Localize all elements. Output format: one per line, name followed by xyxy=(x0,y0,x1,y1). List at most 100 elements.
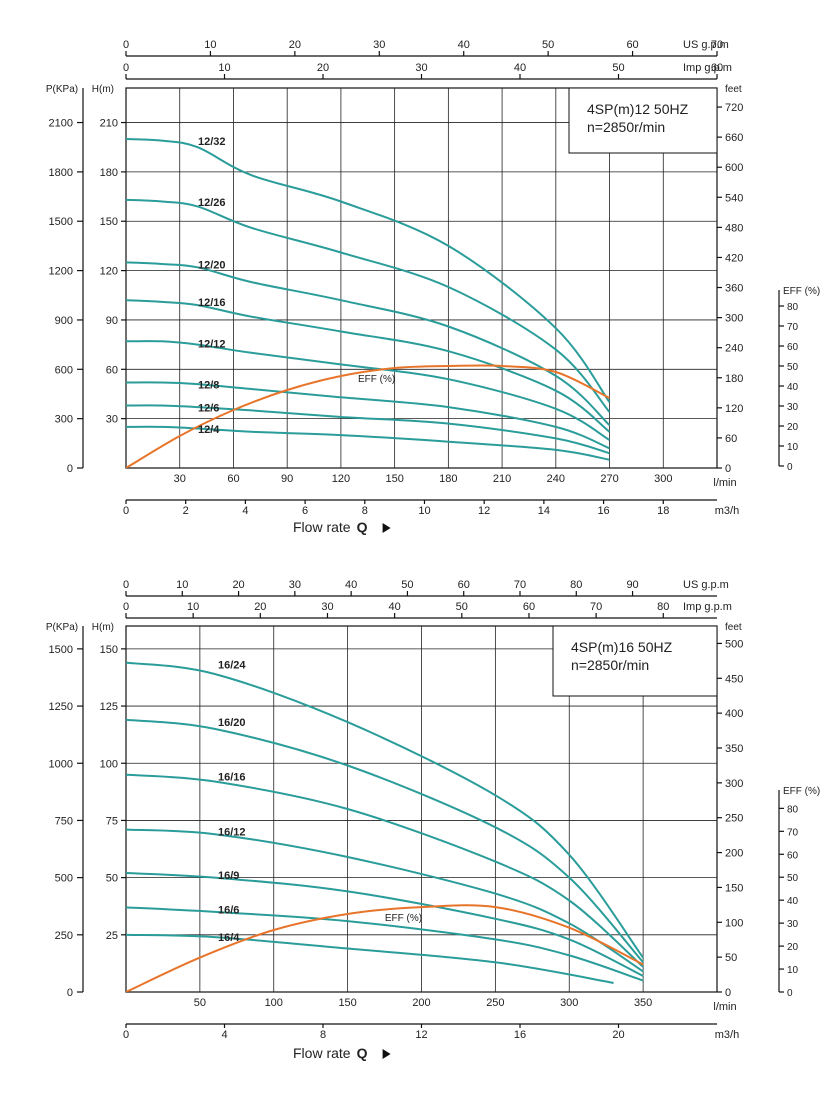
curve-label: 16/16 xyxy=(218,772,246,784)
top-tick-label: 70 xyxy=(514,579,526,591)
lmin-tick-label: 180 xyxy=(439,473,457,485)
efficiency-curve-label: EFF (%) xyxy=(358,374,395,385)
lmin-tick-label: 270 xyxy=(600,473,618,485)
pressure-tick-label: 1800 xyxy=(49,167,73,179)
head-tick-label: 150 xyxy=(100,644,118,656)
eff-tick-label: 60 xyxy=(787,342,799,353)
head-axis-label: H(m) xyxy=(92,622,114,633)
m3h-tick-label: 4 xyxy=(242,505,248,517)
top-tick-label: 0 xyxy=(123,579,129,591)
top-tick-label: 50 xyxy=(456,601,468,613)
lmin-tick-label: 100 xyxy=(265,997,283,1009)
head-curve-12/4 xyxy=(126,425,610,461)
head-curve-12/8 xyxy=(126,381,610,450)
pressure-tick-label: 1200 xyxy=(49,266,73,278)
top-tick-label: 50 xyxy=(542,39,554,51)
feet-axis-label: feet xyxy=(725,84,742,95)
m3h-tick-label: 0 xyxy=(123,1029,129,1041)
eff-tick-label: 60 xyxy=(787,850,799,861)
feet-tick-label: 400 xyxy=(725,708,743,720)
top-tick-label: 60 xyxy=(458,579,470,591)
feet-tick-label: 500 xyxy=(725,638,743,650)
eff-tick-label: 70 xyxy=(787,827,799,838)
top-tick-label: 40 xyxy=(514,62,526,74)
efficiency-curve-label: EFF (%) xyxy=(385,913,422,924)
flow-arrow-icon xyxy=(382,523,391,533)
eff-tick-label: 30 xyxy=(787,919,799,930)
top-axis-label: Imp g.p.m xyxy=(683,601,732,613)
head-curve-16/4 xyxy=(126,933,614,984)
top-tick-label: 40 xyxy=(345,579,357,591)
info-box xyxy=(552,625,718,697)
eff-tick-label: 40 xyxy=(787,896,799,907)
eff-axis-label: EFF (%) xyxy=(783,786,820,797)
eff-tick-label: 10 xyxy=(787,965,799,976)
top-tick-label: 80 xyxy=(570,579,582,591)
pressure-tick-label: 1000 xyxy=(49,758,73,770)
top-tick-label: 50 xyxy=(612,62,624,74)
lmin-tick-label: 300 xyxy=(654,473,672,485)
head-curve-16/20 xyxy=(126,718,644,963)
head-tick-label: 150 xyxy=(100,216,118,228)
info-line: n=2850r/min xyxy=(587,119,665,135)
flow-rate-q: Q xyxy=(357,519,368,535)
head-curve-12/26 xyxy=(126,198,611,413)
feet-tick-label: 350 xyxy=(725,743,743,755)
eff-axis-label: EFF (%) xyxy=(783,286,820,297)
curve-label: 16/4 xyxy=(218,932,240,944)
lmin-tick-label: 150 xyxy=(338,997,356,1009)
head-tick-label: 125 xyxy=(100,701,118,713)
m3h-tick-label: 8 xyxy=(362,505,368,517)
head-tick-label: 90 xyxy=(106,315,118,327)
feet-tick-label: 540 xyxy=(725,192,743,204)
lmin-axis-label: l/min xyxy=(713,477,736,489)
m3h-tick-label: 8 xyxy=(320,1029,326,1041)
feet-tick-label: 50 xyxy=(725,952,737,964)
pressure-tick-label: 250 xyxy=(55,930,73,942)
top-tick-label: 90 xyxy=(626,579,638,591)
m3h-tick-label: 18 xyxy=(657,505,669,517)
head-tick-label: 120 xyxy=(100,266,118,278)
m3h-tick-label: 16 xyxy=(597,505,609,517)
head-tick-label: 180 xyxy=(100,167,118,179)
top-tick-label: 30 xyxy=(373,39,385,51)
efficiency-curve xyxy=(126,904,644,992)
curve-label: 12/6 xyxy=(198,402,219,414)
pressure-tick-label: 750 xyxy=(55,815,73,827)
lmin-tick-label: 200 xyxy=(412,997,430,1009)
head-tick-label: 50 xyxy=(106,873,118,885)
head-curve-12/6 xyxy=(126,404,610,455)
eff-tick-label: 10 xyxy=(787,442,799,453)
top-tick-label: 70 xyxy=(711,39,723,51)
feet-tick-label: 420 xyxy=(725,252,743,264)
m3h-tick-label: 20 xyxy=(612,1029,624,1041)
top-tick-label: 60 xyxy=(711,62,723,74)
head-curve-16/24 xyxy=(126,661,644,959)
eff-tick-label: 80 xyxy=(787,302,799,313)
top-tick-label: 30 xyxy=(415,62,427,74)
top-tick-label: 0 xyxy=(123,62,129,74)
m3h-tick-label: 12 xyxy=(478,505,490,517)
lmin-tick-label: 50 xyxy=(194,997,206,1009)
top-tick-label: 10 xyxy=(176,579,188,591)
pressure-tick-label: 1500 xyxy=(49,644,73,656)
eff-tick-label: 40 xyxy=(787,382,799,393)
feet-tick-label: 480 xyxy=(725,222,743,234)
curve-label: 16/12 xyxy=(218,827,246,839)
curve-label: 12/8 xyxy=(198,379,219,391)
lmin-tick-label: 250 xyxy=(486,997,504,1009)
feet-tick-label: 0 xyxy=(725,987,731,999)
curve-label: 12/20 xyxy=(198,259,226,271)
lmin-tick-label: 350 xyxy=(634,997,652,1009)
eff-tick-label: 20 xyxy=(787,942,799,953)
m3h-tick-label: 6 xyxy=(302,505,308,517)
pressure-tick-label: 500 xyxy=(55,873,73,885)
pressure-axis-label: P(KPa) xyxy=(46,622,78,633)
lmin-tick-label: 60 xyxy=(227,473,239,485)
feet-axis-label: feet xyxy=(725,622,742,633)
info-line: 4SP(m)12 50HZ xyxy=(587,101,689,117)
head-tick-label: 25 xyxy=(106,930,118,942)
